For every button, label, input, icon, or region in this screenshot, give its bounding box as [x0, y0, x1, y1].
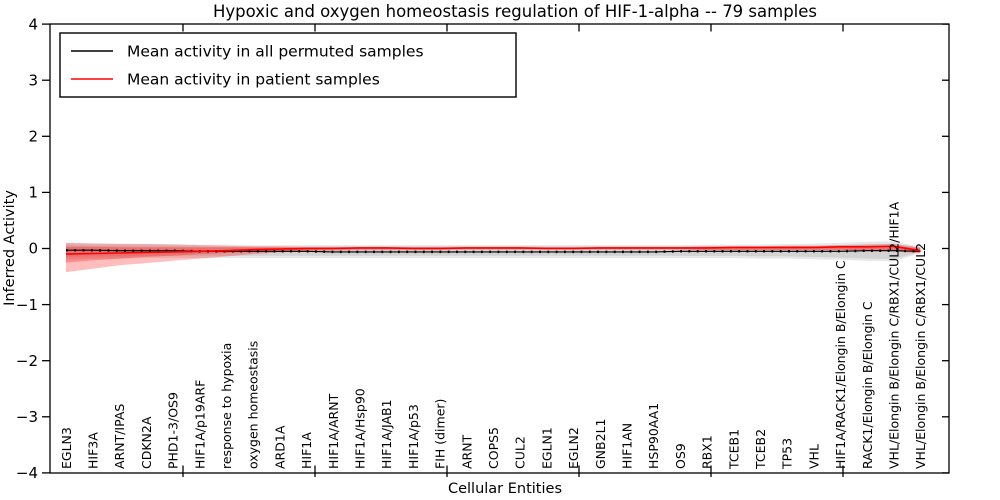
- x-category-label: HIF1A/RACK1/Elongin B/Elongin C: [833, 260, 848, 469]
- x-category-label: HIF1A: [299, 432, 314, 469]
- x-category-label: HIF1A/ARNT: [326, 393, 341, 469]
- series-lines: [65, 245, 921, 255]
- x-category-label: COPS5: [486, 427, 501, 469]
- legend: Mean activity in all permuted samples Me…: [59, 32, 517, 98]
- x-category-label: HIF1AN: [620, 423, 635, 469]
- y-tick-label: −3: [16, 408, 38, 426]
- x-category-label: EGLN1: [539, 427, 554, 469]
- confidence-bands: [66, 241, 921, 273]
- x-category-label: HIF1A/p53: [406, 404, 421, 469]
- y-tick-label: 1: [28, 184, 38, 202]
- y-tick-label: −1: [16, 296, 38, 314]
- permuted-range-outer-band: [66, 241, 921, 262]
- x-category-label: CUL2: [513, 436, 528, 469]
- x-category-label: HIF1A/JAB1: [379, 399, 394, 469]
- x-category-label: EGLN3: [59, 427, 74, 469]
- y-tick-label: −2: [16, 352, 38, 370]
- x-category-label: VHL/Elongin B/Elongin C/RBX1/CUL2/HIF1A: [887, 201, 902, 469]
- y-tick-label: 2: [28, 128, 38, 146]
- x-category-label: OS9: [673, 443, 688, 469]
- x-category-label: PHD1-3/OS9: [166, 392, 181, 469]
- x-category-label: RBX1: [700, 435, 715, 469]
- axes: 4 3 2 1 0 −1 −2 −3 −4: [16, 15, 950, 482]
- x-category-label: HIF1A/Hsp90: [353, 388, 368, 469]
- legend-label-patient: Mean activity in patient samples: [127, 71, 380, 89]
- x-category-label: HIF3A: [86, 432, 101, 469]
- x-category-label: TCEB1: [726, 429, 741, 470]
- x-category-label: TCEB2: [753, 429, 768, 470]
- x-category-label: VHL: [806, 444, 821, 469]
- y-tick-label: −4: [16, 464, 38, 482]
- y-axis-label: Inferred Activity: [2, 190, 18, 306]
- x-category-label: RACK1/Elongin B/Elongin C: [860, 301, 875, 469]
- y-tick-label: 4: [28, 15, 38, 33]
- x-category-label: EGLN2: [566, 427, 581, 469]
- y-tick-label: 0: [28, 240, 38, 258]
- x-category-label: oxygen homeostasis: [246, 341, 261, 469]
- x-category-label: ARNT/IPAS: [112, 404, 127, 469]
- x-category-label: ARNT: [459, 434, 474, 469]
- x-category-label: FIH (dimer): [433, 399, 448, 469]
- x-category-label: HSP90AA1: [646, 403, 661, 469]
- legend-box: [59, 32, 517, 98]
- patient-mean-line: [65, 245, 921, 255]
- x-category-label: VHL/Elongin B/Elongin C/RBX1/CUL2: [913, 243, 928, 469]
- x-category-label: HIF1A/p19ARF: [192, 380, 207, 469]
- x-category-label: GNB2L1: [593, 419, 608, 469]
- x-category-label: ARD1A: [272, 425, 287, 469]
- x-category-label: TP53: [780, 438, 795, 470]
- legend-label-permuted: Mean activity in all permuted samples: [127, 43, 424, 61]
- x-category-labels: EGLN3 HIF3A ARNT/IPAS CDKN2A PHD1-3/OS9 HIF1A…: [59, 201, 928, 470]
- x-category-label: CDKN2A: [139, 416, 154, 469]
- y-tick-label: 3: [28, 71, 38, 89]
- chart-title: Hypoxic and oxygen homeostasis regulatio…: [213, 2, 817, 21]
- x-category-label: response to hypoxia: [219, 343, 234, 469]
- x-axis-label: Cellular Entities: [448, 481, 562, 497]
